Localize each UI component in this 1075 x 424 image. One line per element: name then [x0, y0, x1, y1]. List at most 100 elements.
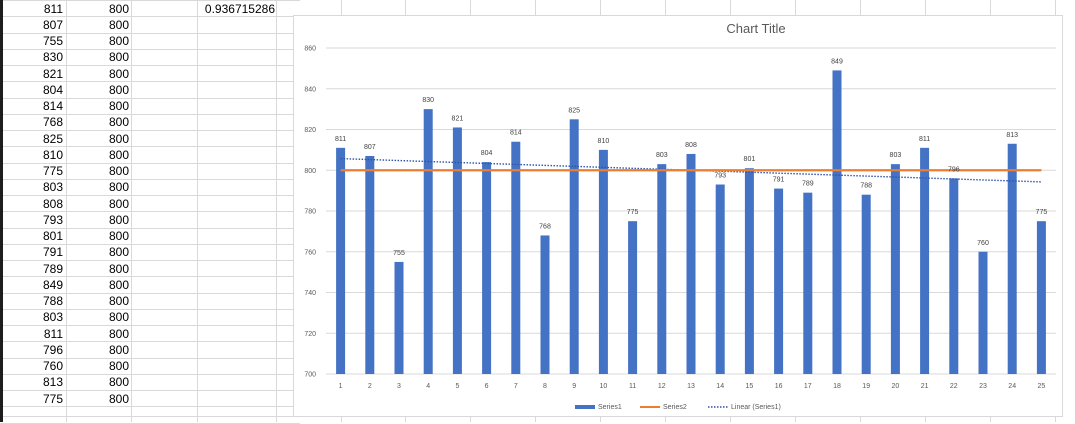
cell-b2[interactable]: 800 [108, 17, 129, 32]
bar-7[interactable] [511, 141, 521, 374]
bar-11[interactable] [628, 221, 638, 374]
cell-b17[interactable]: 800 [108, 261, 129, 276]
y-tick-740: 740 [304, 290, 316, 297]
cell-a15[interactable]: 801 [42, 229, 63, 243]
cell-b24[interactable]: 800 [108, 375, 129, 390]
x-tick-13: 13 [687, 383, 695, 390]
cell-a1[interactable]: 811 [43, 1, 63, 16]
bar-16[interactable] [774, 188, 784, 374]
cell-a3[interactable]: 755 [42, 34, 63, 48]
bar-21[interactable] [920, 147, 930, 374]
bar-6[interactable] [482, 162, 492, 374]
bar-19[interactable] [861, 194, 871, 374]
bar-22[interactable] [949, 178, 959, 374]
bar-10[interactable] [598, 149, 608, 374]
x-tick-24: 24 [1008, 383, 1016, 390]
cell-b23[interactable]: 800 [108, 359, 129, 373]
cell-a16[interactable]: 791 [42, 245, 63, 260]
cell-b12[interactable]: 800 [108, 180, 129, 195]
y-tick-700: 700 [304, 372, 316, 379]
cell-a21[interactable]: 811 [43, 326, 63, 341]
cell-b16[interactable]: 800 [108, 245, 129, 260]
cell-a7[interactable]: 814 [42, 99, 63, 113]
cell-a14[interactable]: 793 [42, 212, 63, 227]
bar-23[interactable] [978, 251, 988, 374]
data-label-7: 814 [510, 130, 522, 137]
cell-b10[interactable]: 800 [108, 147, 129, 162]
cell-b20[interactable]: 800 [108, 310, 129, 325]
y-tick-780: 780 [304, 209, 316, 216]
bar-18[interactable] [832, 70, 842, 374]
bar-5[interactable] [452, 127, 462, 375]
data-labels: 811 807 755 830 821 804 814 768 825 810 775 803 808 7… [335, 58, 1047, 257]
row-gridline [0, 228, 300, 229]
cell-b11[interactable]: 800 [108, 164, 129, 178]
cell-b22[interactable]: 800 [108, 342, 129, 357]
cell-b6[interactable]: 800 [108, 82, 129, 97]
cell-a10[interactable]: 810 [42, 147, 63, 162]
x-tick-15: 15 [746, 383, 754, 390]
x-tick-5: 5 [455, 383, 459, 390]
cell-a9[interactable]: 825 [42, 131, 63, 146]
cell-b25[interactable]: 800 [108, 391, 129, 406]
cell-a25[interactable]: 775 [42, 391, 63, 406]
bar-2[interactable] [365, 155, 375, 374]
data-label-1: 811 [335, 136, 346, 143]
cell-b4[interactable]: 800 [108, 50, 129, 65]
cell-a12[interactable]: 803 [42, 180, 63, 195]
legend-label-series2: Series2 [663, 404, 687, 411]
bar-3[interactable] [394, 261, 404, 374]
row-gridline [0, 293, 300, 294]
cell-a13[interactable]: 808 [42, 196, 63, 211]
legend[interactable]: Series1 Series2 Linear (Series1) [575, 404, 781, 411]
cell-a20[interactable]: 803 [42, 310, 63, 325]
bar-9[interactable] [569, 119, 579, 374]
cell-a2[interactable]: 807 [42, 17, 63, 32]
bar-4[interactable] [423, 109, 433, 374]
cell-a18[interactable]: 849 [42, 277, 63, 292]
bar-12[interactable] [657, 164, 667, 374]
bar-24[interactable] [1007, 143, 1017, 374]
cell-a17[interactable]: 789 [42, 261, 63, 276]
bar-25[interactable] [1036, 221, 1046, 374]
cell-a23[interactable]: 760 [42, 359, 63, 373]
cell-a19[interactable]: 788 [42, 294, 63, 308]
cell-b1[interactable]: 800 [108, 1, 129, 16]
bar-14[interactable] [715, 184, 725, 374]
cell-b19[interactable]: 800 [108, 294, 129, 308]
cell-a22[interactable]: 796 [42, 342, 63, 357]
cell-a11[interactable]: 775 [42, 164, 63, 178]
bar-13[interactable] [686, 153, 696, 374]
bar-15[interactable] [744, 168, 754, 374]
cell-a6[interactable]: 804 [42, 82, 63, 97]
cell-b7[interactable]: 800 [108, 99, 129, 113]
cell-b9[interactable]: 800 [108, 131, 129, 146]
cell-b5[interactable]: 800 [108, 66, 129, 81]
cell-b21[interactable]: 800 [108, 326, 129, 341]
x-tick-6: 6 [485, 383, 489, 390]
chart-area[interactable]: 700 720 740 760 780 800 820 840 860 811 807 755 830… [293, 15, 1063, 417]
x-tick-23: 23 [979, 383, 987, 390]
bar-1[interactable] [336, 147, 346, 374]
bar-20[interactable] [890, 164, 900, 374]
cell-a5[interactable]: 821 [42, 66, 63, 81]
cell-a8[interactable]: 768 [42, 115, 63, 130]
cell-c1[interactable]: 0.936715286 [204, 1, 275, 16]
y-axis-ticks: 700 720 740 760 780 800 820 840 860 [304, 46, 316, 379]
bar-8[interactable] [540, 235, 550, 374]
cell-b15[interactable]: 800 [108, 229, 129, 243]
cell-b13[interactable]: 800 [108, 196, 129, 211]
data-label-12: 803 [656, 152, 668, 159]
chart-title[interactable]: Chart Title [726, 21, 785, 36]
cell-b8[interactable]: 800 [108, 115, 129, 130]
row-gridline [0, 81, 300, 82]
bar-17[interactable] [803, 192, 813, 374]
cell-b14[interactable]: 800 [108, 212, 129, 227]
data-label-17: 789 [802, 181, 814, 188]
cell-b18[interactable]: 800 [108, 277, 129, 292]
legend-swatch-series1 [575, 405, 595, 409]
cell-b3[interactable]: 800 [108, 34, 129, 48]
data-label-3: 755 [393, 250, 405, 257]
cell-a24[interactable]: 813 [42, 375, 63, 390]
cell-a4[interactable]: 830 [42, 50, 63, 65]
